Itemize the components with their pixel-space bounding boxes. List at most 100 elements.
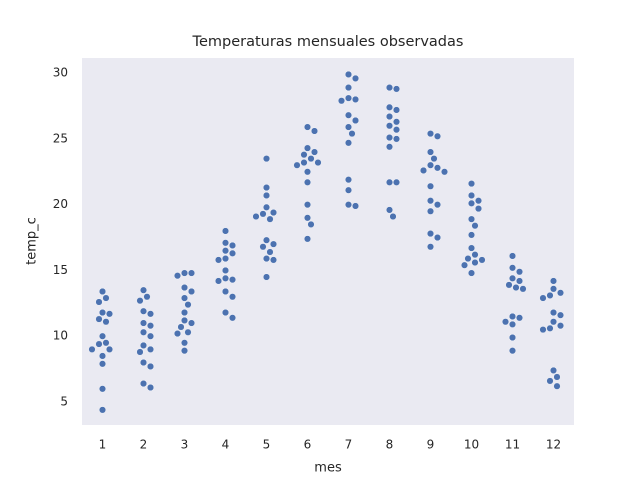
data-point: [389, 213, 397, 221]
data-point: [427, 161, 435, 169]
x-tick-label: 1: [99, 438, 107, 452]
data-point: [105, 310, 113, 318]
data-point: [98, 406, 106, 414]
data-point: [307, 155, 315, 163]
x-tick-label: 7: [345, 438, 353, 452]
data-point: [300, 159, 308, 167]
data-point: [184, 301, 192, 309]
data-point: [98, 332, 106, 340]
data-point: [550, 277, 558, 285]
data-point: [263, 191, 271, 199]
x-tick-label: 10: [464, 438, 479, 452]
data-point: [221, 247, 229, 255]
data-point: [519, 285, 527, 293]
data-point: [102, 318, 110, 326]
data-point: [102, 294, 110, 302]
data-point: [393, 178, 401, 186]
data-point: [180, 269, 188, 277]
data-point: [427, 207, 435, 215]
data-point: [228, 276, 236, 284]
data-point: [345, 186, 353, 194]
data-point: [539, 326, 547, 334]
data-point: [221, 287, 229, 295]
chart-title: Temperaturas mensuales observadas: [192, 34, 464, 50]
data-point: [352, 116, 360, 124]
plot-area: [82, 58, 574, 425]
data-point: [228, 249, 236, 257]
data-point: [516, 277, 524, 285]
data-point: [393, 126, 401, 134]
data-point: [228, 314, 236, 322]
data-point: [136, 297, 144, 305]
data-point: [393, 85, 401, 93]
data-point: [352, 74, 360, 82]
data-point: [478, 256, 486, 264]
data-point: [139, 307, 147, 315]
data-point: [434, 201, 442, 209]
data-point: [304, 144, 312, 152]
x-tick-label: 5: [263, 438, 271, 452]
data-point: [304, 235, 312, 243]
data-point: [461, 261, 469, 269]
data-point: [345, 176, 353, 184]
data-point: [270, 240, 278, 248]
data-point: [516, 268, 524, 276]
x-tick-label: 12: [546, 438, 561, 452]
data-point: [345, 139, 353, 147]
data-point: [270, 256, 278, 264]
data-point: [184, 328, 192, 336]
x-tick-label: 3: [181, 438, 189, 452]
x-tick-label: 11: [505, 438, 520, 452]
y-tick-label: 20: [53, 197, 68, 211]
data-point: [393, 118, 401, 126]
data-point: [509, 252, 517, 260]
data-point: [386, 113, 394, 121]
data-point: [468, 231, 476, 239]
data-point: [266, 215, 274, 223]
data-point: [471, 222, 479, 230]
data-point: [187, 269, 195, 277]
data-point: [221, 309, 229, 317]
data-point: [177, 323, 185, 331]
data-point: [345, 111, 353, 119]
x-tick-label: 2: [140, 438, 148, 452]
data-point: [345, 94, 353, 102]
data-point: [352, 202, 360, 210]
data-point: [550, 309, 558, 317]
data-point: [98, 385, 106, 393]
data-point: [468, 244, 476, 252]
data-point: [345, 201, 353, 209]
data-point: [471, 259, 479, 267]
y-tick-label: 25: [53, 131, 68, 145]
data-point: [173, 272, 181, 280]
x-tick-label: 9: [427, 438, 435, 452]
data-point: [352, 95, 360, 103]
data-point: [146, 362, 154, 370]
data-point: [98, 287, 106, 295]
data-point: [386, 103, 394, 111]
data-point: [180, 294, 188, 302]
data-point: [546, 324, 554, 332]
data-point: [180, 316, 188, 324]
data-point: [546, 377, 554, 385]
data-point: [102, 339, 110, 347]
data-point: [557, 311, 565, 319]
y-axis-label: temp_c: [25, 217, 40, 265]
data-point: [105, 345, 113, 353]
data-point: [180, 309, 188, 317]
x-tick-label: 8: [386, 438, 394, 452]
data-point: [311, 148, 319, 156]
data-point: [221, 255, 229, 263]
data-point: [146, 332, 154, 340]
data-point: [386, 134, 394, 142]
data-point: [471, 251, 479, 259]
data-point: [304, 201, 312, 209]
data-point: [228, 293, 236, 301]
data-point: [98, 360, 106, 368]
data-point: [98, 309, 106, 317]
data-point: [475, 205, 483, 213]
data-point: [259, 243, 267, 251]
data-point: [338, 97, 346, 105]
data-point: [88, 345, 96, 353]
data-point: [427, 243, 435, 251]
